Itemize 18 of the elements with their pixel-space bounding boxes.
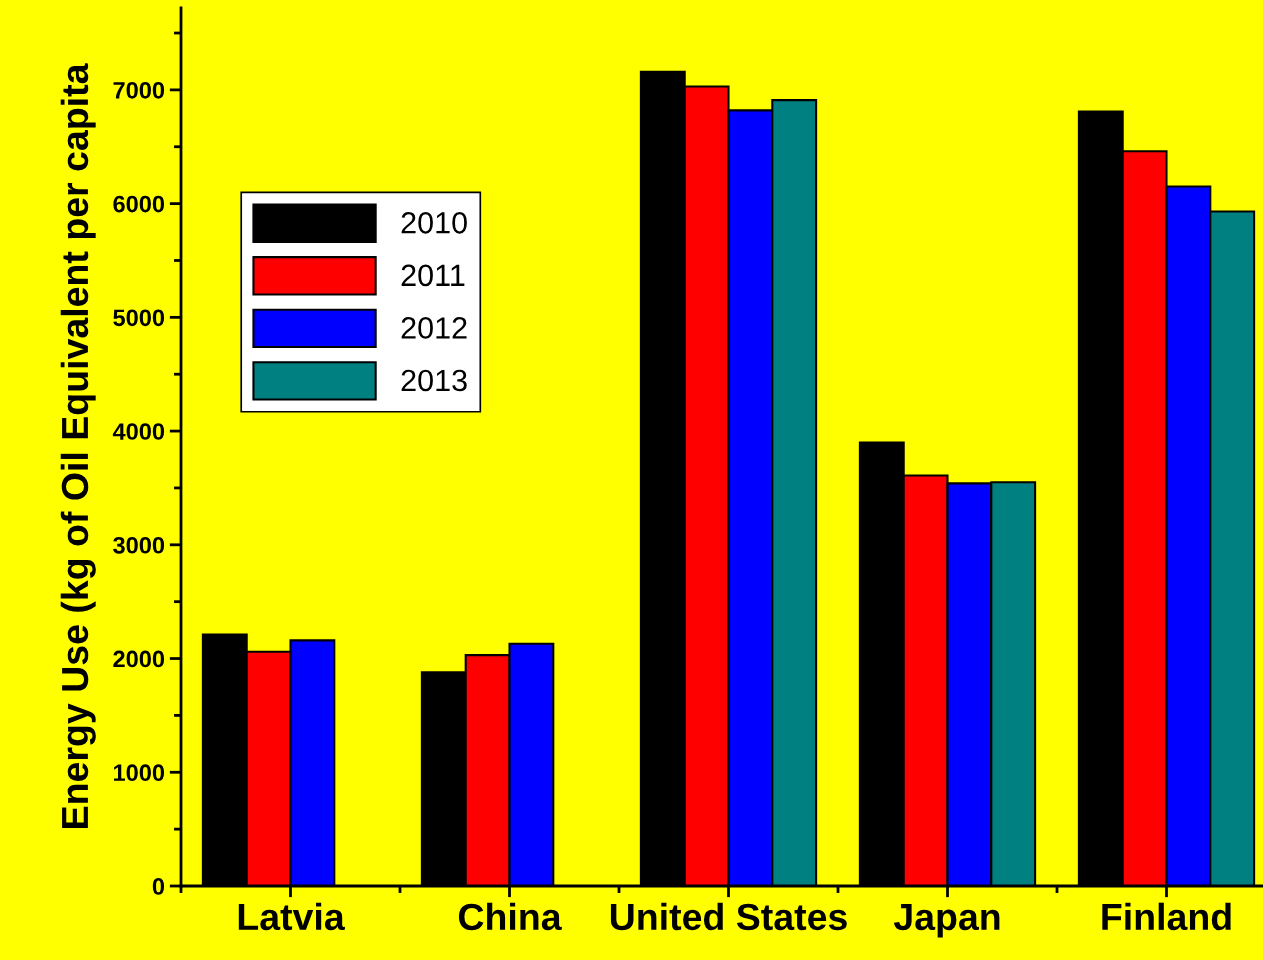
y-tick-label: 3000 [113, 536, 165, 554]
y-tick-label: 7000 [113, 81, 165, 99]
y-tick-label: 2000 [113, 650, 165, 668]
y-tick-label: 5000 [113, 309, 165, 327]
x-tick-label: China [458, 902, 562, 931]
legend-label: 2010 [401, 211, 467, 234]
x-tick-label: Finland [1102, 902, 1231, 931]
legend-label: 2011 [401, 264, 465, 287]
x-tick-label: Latvia [238, 902, 345, 931]
y-tick-label: 0 [152, 878, 165, 895]
x-tick-label: United States [610, 902, 847, 931]
y-tick-label: 6000 [113, 195, 165, 213]
y-tick-label: 4000 [112, 423, 165, 440]
y-tick-label: 1000 [113, 764, 165, 782]
x-tick-label: Japan [893, 904, 1000, 938]
legend-label: 2013 [401, 369, 467, 392]
y-axis-title: Energy Use (kg of Oil Equivalent per capita [60, 63, 96, 828]
legend-label: 2012 [401, 317, 467, 339]
